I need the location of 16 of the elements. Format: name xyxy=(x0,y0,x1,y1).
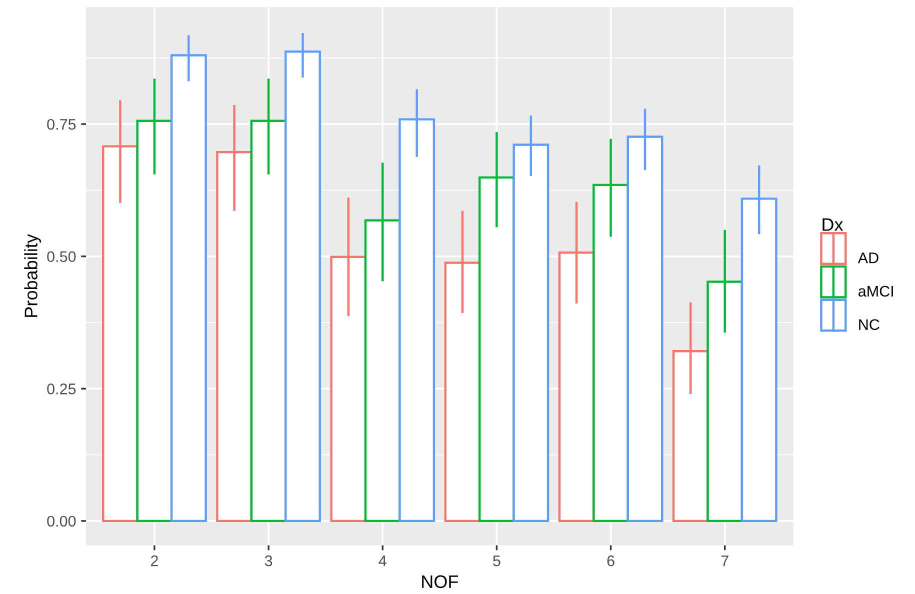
legend-title: Dx xyxy=(822,218,844,231)
y-axis-title: Probability xyxy=(24,234,41,317)
legend-label: aMCI xyxy=(858,286,893,297)
x-tick-label: 3 xyxy=(264,555,272,566)
legend-label: NC xyxy=(859,319,880,330)
x-tick-label: 6 xyxy=(607,555,614,566)
legend-label: AD xyxy=(858,252,878,264)
x-axis-title: NOF xyxy=(422,575,458,588)
x-tick-label: 5 xyxy=(493,556,500,566)
x-tick-label: 4 xyxy=(378,556,386,566)
x-tick-label: 7 xyxy=(721,556,728,566)
y-tick-label: 0.75 xyxy=(47,118,76,130)
x-tick-label: 2 xyxy=(150,555,158,566)
y-tick-label: 0.50 xyxy=(47,251,76,262)
y-tick-label: 0.25 xyxy=(47,384,76,394)
y-tick-label: 0.00 xyxy=(47,516,76,527)
